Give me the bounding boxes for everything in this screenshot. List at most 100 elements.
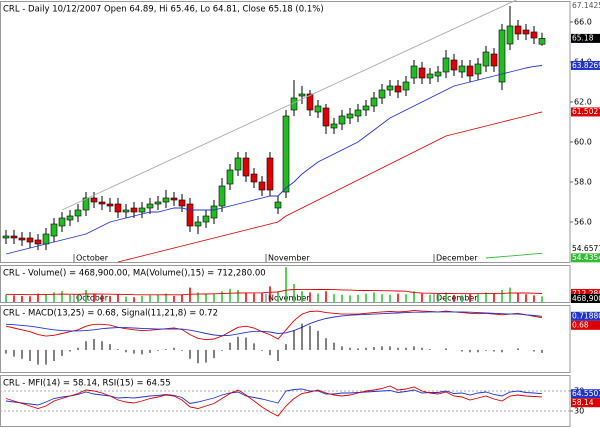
candle-body bbox=[378, 89, 386, 99]
volume-bar bbox=[541, 296, 543, 302]
candle-body bbox=[74, 209, 82, 217]
value-tag bbox=[571, 244, 600, 254]
value-tag-label: 67.1425 bbox=[572, 1, 600, 10]
volume-bar bbox=[525, 294, 527, 302]
volume-bar bbox=[381, 294, 383, 302]
candle-body bbox=[314, 105, 322, 113]
candle-body bbox=[474, 63, 482, 75]
value-tag bbox=[571, 398, 600, 408]
volume-bar bbox=[133, 297, 135, 302]
volume-bar bbox=[317, 293, 319, 302]
value-tag bbox=[571, 107, 600, 117]
value-tag bbox=[571, 33, 600, 43]
candle-body bbox=[306, 93, 314, 111]
series-line bbox=[117, 111, 543, 263]
volume-bar bbox=[285, 267, 287, 302]
candle-body bbox=[538, 38, 546, 45]
value-tag-label: 0.68 bbox=[572, 321, 589, 330]
candle-body bbox=[242, 157, 250, 177]
candle-body bbox=[258, 181, 266, 191]
volume-bar bbox=[13, 295, 15, 302]
volume-bar bbox=[365, 293, 367, 302]
volume-bar bbox=[389, 294, 391, 302]
volume-bar bbox=[221, 291, 223, 302]
series-line bbox=[5, 311, 543, 337]
volume-bar bbox=[397, 293, 399, 302]
candle-body bbox=[210, 205, 218, 219]
value-tag-label: 712,280 bbox=[572, 289, 600, 298]
volume-bar bbox=[101, 294, 103, 302]
series-line bbox=[5, 385, 543, 417]
candle-body bbox=[98, 201, 106, 205]
value-tag-label: 54.6577 bbox=[572, 244, 600, 253]
value-tag bbox=[571, 294, 600, 303]
volume-bar bbox=[309, 292, 311, 302]
volume-bar bbox=[357, 294, 359, 302]
volume-bar bbox=[301, 291, 303, 302]
candle-body bbox=[434, 71, 442, 77]
volume-bar bbox=[325, 291, 327, 302]
volume-bar bbox=[125, 296, 127, 302]
panel-title: CRL - Daily 10/12/2007 Open 64.89, Hi 65… bbox=[3, 5, 324, 15]
candle-body bbox=[522, 29, 530, 35]
volume-bar bbox=[197, 292, 199, 302]
candle-body bbox=[122, 209, 130, 213]
volume-bar bbox=[469, 293, 471, 302]
x-tick-label: November bbox=[268, 294, 310, 303]
volume-bar bbox=[493, 293, 495, 302]
y-tick-label: 60.0 bbox=[574, 138, 592, 147]
value-tag bbox=[571, 311, 600, 321]
candle-body bbox=[26, 237, 34, 243]
value-tag-label: 64.5501 bbox=[572, 389, 600, 398]
candle-body bbox=[162, 197, 170, 203]
volume-bar bbox=[213, 294, 215, 302]
candle-body bbox=[42, 233, 50, 245]
candle-body bbox=[442, 57, 450, 73]
candle-body bbox=[106, 203, 114, 207]
volume-bar bbox=[77, 295, 79, 302]
volume-bar bbox=[245, 292, 247, 302]
volume-bar bbox=[181, 294, 183, 302]
candle-body bbox=[394, 85, 402, 93]
volume-bar bbox=[141, 296, 143, 302]
volume-bar bbox=[421, 293, 423, 302]
value-tag bbox=[571, 389, 600, 399]
series-line bbox=[5, 388, 543, 406]
candle-body bbox=[138, 207, 146, 213]
panel-frame bbox=[0, 305, 571, 373]
candle-body bbox=[482, 51, 490, 67]
volume-bar bbox=[453, 294, 455, 302]
candle-body bbox=[90, 197, 98, 203]
candle-body bbox=[458, 65, 466, 73]
x-tick-label: December bbox=[436, 294, 478, 303]
candle-body bbox=[498, 29, 506, 83]
volume-bar bbox=[21, 296, 23, 302]
volume-bar bbox=[477, 294, 479, 302]
volume-bar bbox=[293, 284, 295, 302]
candle-body bbox=[354, 109, 362, 117]
volume-bar bbox=[85, 290, 87, 302]
candle-body bbox=[218, 185, 226, 207]
volume-bar bbox=[485, 292, 487, 302]
volume-bar bbox=[189, 287, 191, 302]
x-tick-label: October bbox=[76, 254, 109, 263]
volume-bar bbox=[37, 293, 39, 302]
volume-bar bbox=[229, 288, 231, 302]
panel-title: CRL - MACD(13,25) = 0.68, Signal(11,21,8… bbox=[3, 309, 218, 319]
candle-body bbox=[154, 201, 162, 205]
volume-bar bbox=[261, 293, 263, 302]
volume-bar bbox=[165, 293, 167, 302]
y-tick-label: 66.0 bbox=[574, 18, 592, 27]
series-line bbox=[485, 252, 543, 259]
volume-bar bbox=[341, 294, 343, 302]
candle-body bbox=[338, 115, 346, 125]
candle-body bbox=[34, 239, 42, 245]
volume-bar bbox=[501, 290, 503, 302]
y-tick-label: 62.0 bbox=[574, 98, 592, 107]
candle-body bbox=[274, 201, 282, 209]
volume-bar bbox=[437, 295, 439, 302]
value-tag-label: 54.4354 bbox=[572, 253, 600, 262]
volume-bar bbox=[405, 294, 407, 302]
volume-bar bbox=[117, 294, 119, 302]
volume-bar bbox=[373, 292, 375, 302]
